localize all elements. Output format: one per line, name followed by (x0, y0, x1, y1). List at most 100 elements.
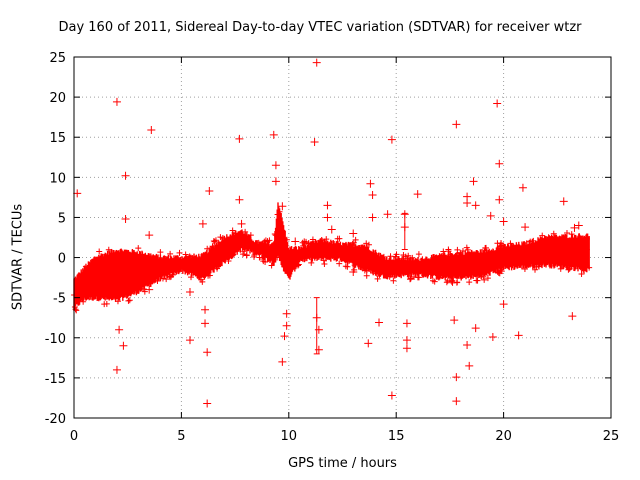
outlier-point (400, 210, 409, 219)
outlier-point (112, 365, 121, 374)
band-marker (334, 235, 341, 242)
band-marker (523, 257, 530, 264)
band-marker (407, 275, 414, 282)
y-tick-label: -15 (45, 372, 66, 387)
band-marker (453, 259, 460, 266)
band-marker (106, 275, 113, 282)
band-marker (566, 265, 573, 272)
outlier-point (235, 195, 244, 204)
band-marker (578, 271, 585, 278)
band-marker (276, 208, 283, 215)
band-marker (502, 247, 509, 254)
band-marker (210, 251, 217, 258)
outlier-point (400, 223, 409, 232)
outlier-point (327, 225, 336, 234)
outlier-point (323, 213, 332, 222)
band-marker (207, 261, 214, 268)
band-marker (473, 268, 480, 275)
band-marker (173, 268, 180, 275)
band-marker (342, 256, 349, 263)
band-marker (133, 254, 140, 261)
band-marker (463, 244, 470, 251)
band-marker (221, 254, 228, 261)
band-marker (324, 242, 331, 249)
band-marker (137, 285, 144, 292)
band-marker (580, 259, 587, 266)
outlier-point (471, 324, 480, 333)
band-marker (172, 257, 179, 264)
band-marker (178, 262, 185, 269)
outlier-point (185, 288, 194, 297)
outlier-point (402, 319, 411, 328)
band-marker (141, 288, 148, 295)
outlier-point (559, 197, 568, 206)
band-marker (529, 263, 536, 270)
band-marker (182, 266, 189, 273)
band-marker (435, 274, 442, 281)
band-marker (206, 272, 213, 279)
band-marker (497, 266, 504, 273)
band-marker (555, 246, 562, 253)
band-marker (189, 263, 196, 270)
band-marker (94, 261, 101, 268)
band-marker (336, 260, 343, 267)
band-marker (557, 265, 564, 272)
band-marker (309, 251, 316, 258)
band-marker (300, 242, 307, 249)
y-tick-label: 25 (49, 51, 66, 66)
outlier-point (314, 345, 323, 354)
band-marker (172, 267, 179, 274)
band-marker (483, 244, 489, 251)
band-marker (112, 291, 119, 298)
outlier-point (452, 120, 461, 129)
band-marker (466, 279, 473, 286)
band-marker (152, 255, 159, 262)
band-marker (575, 261, 582, 268)
y-axis-label: SDTVAR / TECUs (10, 203, 26, 311)
outlier-point (375, 318, 384, 327)
outlier-point (282, 321, 291, 330)
band-marker (215, 244, 222, 251)
chart-title: Day 160 of 2011, Sidereal Day-to-day VTE… (58, 20, 582, 35)
band-marker (427, 268, 434, 275)
band-marker (580, 266, 587, 273)
outlier-point (471, 201, 480, 210)
band-marker (329, 252, 336, 259)
band-marker (361, 265, 368, 272)
band-marker (129, 259, 136, 266)
band-marker (472, 262, 479, 269)
band-marker (515, 255, 522, 262)
outlier-point (278, 357, 287, 366)
band-marker (308, 259, 315, 266)
band-marker (197, 271, 204, 278)
band-marker (464, 249, 471, 256)
outlier-point (73, 189, 82, 198)
outlier-point (119, 341, 128, 350)
band-marker (429, 255, 436, 262)
band-marker (86, 277, 93, 284)
axis-ticks: 0 5 10 15 20 25 -20 -15 -10 -5 0 5 10 15 20 25 (45, 51, 620, 444)
band-marker (255, 239, 262, 246)
outlier-point (278, 202, 287, 211)
band-marker (496, 255, 503, 262)
band-marker (565, 266, 572, 273)
band-marker (368, 253, 375, 260)
outlier-point (495, 195, 504, 204)
y-tick-label: 15 (49, 131, 66, 146)
band-marker (233, 240, 240, 247)
band-marker (558, 239, 565, 246)
band-marker (400, 252, 407, 259)
band-marker (118, 249, 125, 256)
band-marker (527, 238, 534, 245)
band-marker (150, 261, 157, 268)
outlier-point (312, 313, 321, 322)
band-marker (505, 246, 512, 253)
outlier-point (314, 325, 323, 334)
band-marker (163, 276, 170, 283)
band-marker (390, 277, 397, 284)
y-tick-label: 20 (49, 91, 66, 106)
outlier-point (366, 179, 375, 188)
band-marker (100, 271, 107, 278)
band-marker (579, 257, 586, 264)
band-marker (319, 244, 326, 251)
